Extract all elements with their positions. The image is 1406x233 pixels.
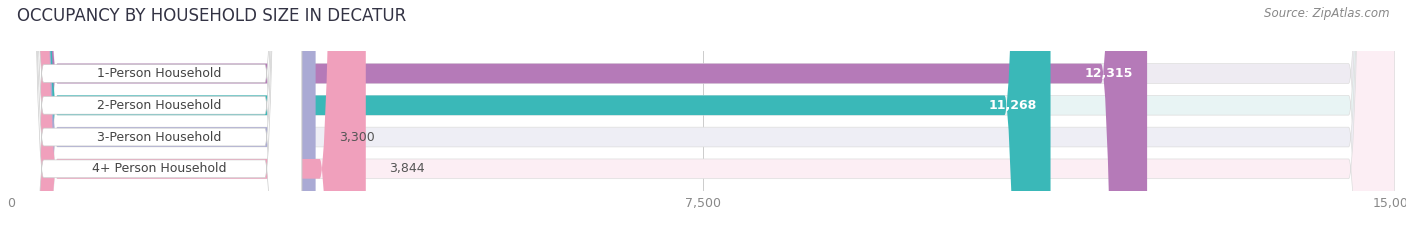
FancyBboxPatch shape (7, 0, 302, 233)
Text: 2-Person Household: 2-Person Household (97, 99, 221, 112)
FancyBboxPatch shape (11, 0, 1050, 233)
Text: 3-Person Household: 3-Person Household (97, 130, 221, 144)
Text: 3,844: 3,844 (389, 162, 425, 175)
FancyBboxPatch shape (11, 0, 1395, 233)
Text: Source: ZipAtlas.com: Source: ZipAtlas.com (1264, 7, 1389, 20)
Text: 1-Person Household: 1-Person Household (97, 67, 221, 80)
FancyBboxPatch shape (11, 0, 1147, 233)
Text: OCCUPANCY BY HOUSEHOLD SIZE IN DECATUR: OCCUPANCY BY HOUSEHOLD SIZE IN DECATUR (17, 7, 406, 25)
FancyBboxPatch shape (11, 0, 1395, 233)
FancyBboxPatch shape (11, 0, 366, 233)
Text: 4+ Person Household: 4+ Person Household (91, 162, 226, 175)
FancyBboxPatch shape (7, 0, 302, 233)
Text: 3,300: 3,300 (339, 130, 374, 144)
FancyBboxPatch shape (11, 0, 1395, 233)
FancyBboxPatch shape (11, 0, 1395, 233)
Text: 12,315: 12,315 (1085, 67, 1133, 80)
Text: 11,268: 11,268 (988, 99, 1036, 112)
FancyBboxPatch shape (7, 0, 302, 233)
FancyBboxPatch shape (7, 0, 302, 233)
FancyBboxPatch shape (11, 0, 315, 233)
